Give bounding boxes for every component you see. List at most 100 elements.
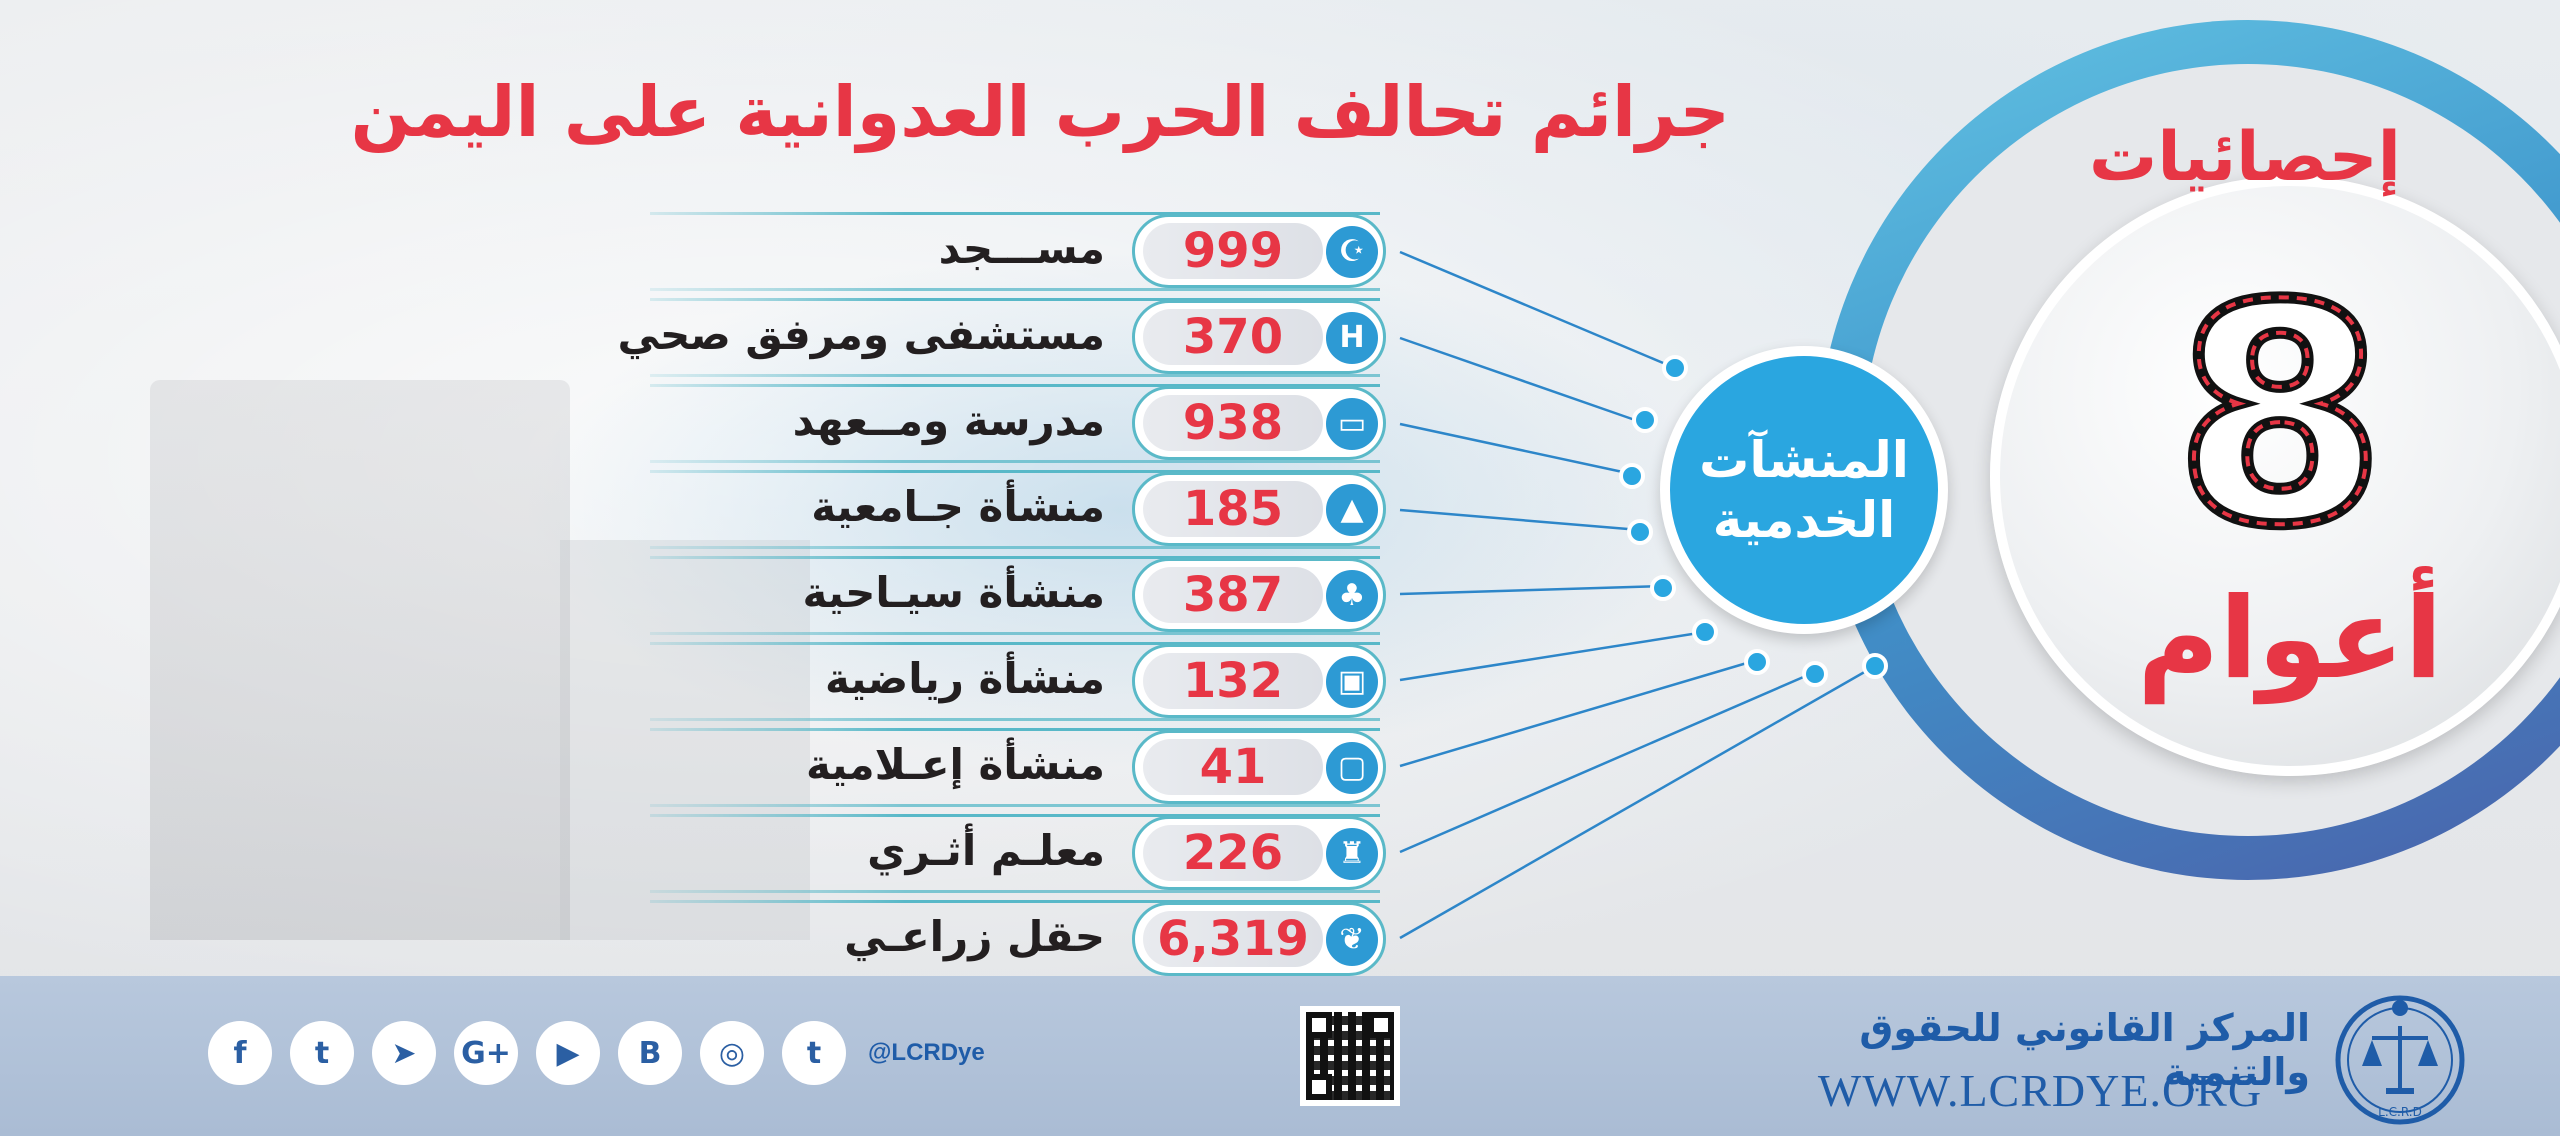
row-value-pill: 185 ▲	[1132, 472, 1386, 546]
value-background	[1143, 739, 1323, 795]
row-divider-top	[650, 212, 1380, 215]
school-book-icon: ▭	[1323, 395, 1381, 453]
blogger-icon[interactable]: B	[618, 1021, 682, 1085]
row-label: حقل زراعـي	[844, 912, 1105, 961]
school-book-icon-glyph: ▭	[1337, 406, 1367, 441]
svg-text:8: 8	[2180, 270, 2380, 570]
youtube-icon[interactable]: ▶	[536, 1021, 600, 1085]
qr-eye	[1368, 1012, 1394, 1038]
social-links: f t ➤ G+ ▶ B ◎ t @LCRDye	[208, 1020, 985, 1086]
graduation-cap-icon: ▲	[1323, 481, 1381, 539]
background-building	[560, 540, 810, 940]
row-divider-top	[650, 728, 1380, 731]
graduation-cap-icon-glyph: ▲	[1340, 492, 1364, 527]
row-value-pill: 387 ♣	[1132, 558, 1386, 632]
row-divider-bottom	[650, 890, 1380, 893]
row-divider-top	[650, 900, 1380, 903]
mosque-crescent-icon: ☪	[1323, 223, 1381, 281]
twitter-icon[interactable]: t	[290, 1021, 354, 1085]
badge-number-eight: 8 8	[2180, 270, 2380, 570]
row-divider-bottom	[650, 546, 1380, 549]
qr-code-pattern	[1306, 1012, 1394, 1100]
palm-tree-icon-glyph: ♣	[1338, 578, 1366, 613]
row-value-pill: 6,319 ❦	[1132, 902, 1386, 976]
row-divider-top	[650, 556, 1380, 559]
football-field-icon: ▣	[1323, 653, 1381, 711]
hub-line-2: الخدمية	[1712, 491, 1896, 549]
football-field-icon-glyph: ▣	[1337, 664, 1367, 699]
row-label: مستشفى ومرفق صحي	[617, 310, 1105, 359]
row-label: مدرسة ومــعهد	[792, 396, 1105, 445]
row-value: 226	[1182, 825, 1284, 881]
value-background	[1143, 567, 1323, 623]
row-label: منشأة سيـاحية	[802, 568, 1105, 617]
badge-heading: إحصائيات	[2088, 118, 2401, 197]
badge-unit-word: أعوام	[2137, 574, 2443, 704]
category-hub-circle: المنشآت الخدمية	[1660, 346, 1948, 634]
row-value: 999	[1182, 223, 1284, 279]
row-value-pill: 999 ☪	[1132, 214, 1386, 288]
badge-number: 8	[2180, 270, 2380, 570]
facebook-icon[interactable]: f	[208, 1021, 272, 1085]
row-divider-top	[650, 814, 1380, 817]
instagram-icon[interactable]: ◎	[700, 1021, 764, 1085]
row-value: 938	[1182, 395, 1284, 451]
palm-tree-icon: ♣	[1323, 567, 1381, 625]
row-value: 387	[1182, 567, 1284, 623]
row-value-pill: 132 ▣	[1132, 644, 1386, 718]
tv-icon: ▢	[1323, 739, 1381, 797]
qr-eye	[1306, 1074, 1332, 1100]
social-handle[interactable]: @LCRDye	[868, 1039, 985, 1066]
row-divider-top	[650, 384, 1380, 387]
row-value: 41	[1199, 739, 1267, 795]
row-divider-bottom	[650, 804, 1380, 807]
row-value-pill: 226 ♜	[1132, 816, 1386, 890]
telegram-icon[interactable]: ➤	[372, 1021, 436, 1085]
mosque-crescent-icon-glyph: ☪	[1338, 234, 1366, 269]
row-value-pill: 41 ▢	[1132, 730, 1386, 804]
row-value: 185	[1182, 481, 1284, 537]
tumblr-icon[interactable]: t	[782, 1021, 846, 1085]
row-divider-bottom	[650, 460, 1380, 463]
row-value-pill: 370 H	[1132, 300, 1386, 374]
organization-name: المركز القانوني للحقوق والتنمية	[1859, 1006, 2310, 1094]
row-divider-bottom	[650, 632, 1380, 635]
tv-icon-glyph: ▢	[1337, 750, 1367, 785]
badge-inner-circle	[1990, 176, 2560, 776]
castle-tower-icon: ♜	[1323, 825, 1381, 883]
value-background	[1143, 395, 1323, 451]
row-divider-top	[650, 642, 1380, 645]
row-value: 6,319	[1157, 911, 1309, 967]
qr-code[interactable]	[1300, 1006, 1400, 1106]
wheat-icon: ❦	[1323, 911, 1381, 969]
row-value: 132	[1182, 653, 1284, 709]
qr-eye	[1306, 1012, 1332, 1038]
value-background	[1143, 825, 1323, 881]
row-label: منشأة رياضية	[825, 654, 1105, 703]
row-label: منشأة جـامعية	[811, 482, 1105, 531]
hub-line-1: المنشآت	[1699, 431, 1909, 489]
row-divider-bottom	[650, 718, 1380, 721]
hospital-icon-glyph: H	[1339, 320, 1365, 355]
google-plus-icon[interactable]: G+	[454, 1021, 518, 1085]
value-background	[1143, 653, 1323, 709]
row-label: معلـم أثـري	[867, 826, 1105, 875]
main-title: جرائم تحالف الحرب العدوانية على اليمن	[350, 71, 1730, 153]
organization-url[interactable]: WWW.LCRDYE.ORG	[1817, 1065, 2263, 1116]
row-divider-bottom	[650, 288, 1380, 291]
wheat-icon-glyph: ❦	[1339, 922, 1365, 957]
castle-tower-icon-glyph: ♜	[1338, 836, 1366, 871]
value-background	[1143, 309, 1323, 365]
value-background	[1143, 223, 1323, 279]
row-value-pill: 938 ▭	[1132, 386, 1386, 460]
logo-text: L.C.R.D	[2378, 1105, 2422, 1119]
hospital-icon: H	[1323, 309, 1381, 367]
organization-logo: L.C.R.D	[2335, 995, 2465, 1125]
row-label: مســـجد	[938, 224, 1105, 273]
value-background	[1143, 481, 1323, 537]
row-value: 370	[1182, 309, 1284, 365]
background-building	[150, 380, 570, 940]
row-label: منشأة إعـلامية	[805, 740, 1105, 789]
row-divider-top	[650, 470, 1380, 473]
row-divider-bottom	[650, 374, 1380, 377]
